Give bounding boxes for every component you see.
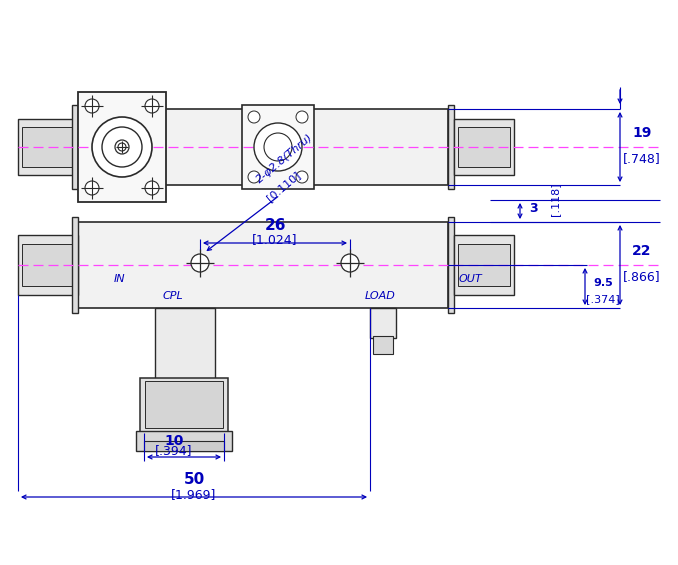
- Text: [0.110]: [0.110]: [265, 170, 302, 203]
- Text: 10: 10: [164, 434, 184, 448]
- Circle shape: [118, 143, 126, 151]
- Bar: [454, 119, 514, 175]
- Bar: [155, 308, 215, 383]
- Circle shape: [85, 181, 99, 195]
- Text: LOAD: LOAD: [365, 291, 395, 301]
- Circle shape: [296, 171, 308, 183]
- Text: OUT: OUT: [458, 274, 482, 284]
- Bar: [448, 217, 454, 313]
- Bar: [454, 235, 514, 295]
- Bar: [72, 105, 78, 189]
- Circle shape: [191, 254, 209, 272]
- Bar: [145, 381, 223, 428]
- Text: IN: IN: [114, 274, 126, 284]
- Text: 19: 19: [633, 126, 652, 140]
- Text: 26: 26: [264, 218, 285, 233]
- Text: 22: 22: [633, 244, 652, 258]
- Circle shape: [92, 117, 152, 177]
- Text: [.866]: [.866]: [623, 271, 661, 284]
- Bar: [140, 378, 228, 433]
- Text: [1.969]: [1.969]: [172, 489, 217, 502]
- Circle shape: [85, 99, 99, 113]
- Bar: [144, 441, 224, 451]
- Circle shape: [248, 171, 260, 183]
- Bar: [242, 105, 314, 189]
- Circle shape: [121, 146, 123, 149]
- Bar: [18, 235, 78, 295]
- Text: CPL: CPL: [163, 291, 183, 301]
- Text: [1.024]: [1.024]: [252, 233, 298, 246]
- Text: [.394]: [.394]: [155, 444, 193, 457]
- Bar: [18, 119, 78, 175]
- Bar: [448, 105, 454, 189]
- Bar: [72, 217, 78, 313]
- Text: [.748]: [.748]: [623, 153, 661, 166]
- Circle shape: [296, 111, 308, 123]
- Circle shape: [115, 140, 129, 154]
- Circle shape: [102, 127, 142, 167]
- Bar: [136, 431, 232, 451]
- Circle shape: [145, 181, 159, 195]
- Bar: [458, 244, 510, 286]
- Text: 50: 50: [183, 472, 205, 486]
- Text: 9.5: 9.5: [593, 278, 613, 288]
- Circle shape: [248, 111, 260, 123]
- Bar: [22, 127, 74, 167]
- Bar: [373, 336, 393, 354]
- Circle shape: [341, 254, 359, 272]
- Bar: [78, 109, 448, 185]
- Bar: [22, 244, 74, 286]
- Circle shape: [264, 133, 292, 161]
- Bar: [370, 308, 396, 338]
- Circle shape: [254, 123, 302, 171]
- Bar: [78, 222, 448, 308]
- Text: 3: 3: [530, 202, 538, 215]
- Circle shape: [145, 99, 159, 113]
- Bar: [458, 127, 510, 167]
- Text: 2-φ2.8(Thru): 2-φ2.8(Thru): [255, 132, 315, 185]
- Text: [.374]: [.374]: [586, 294, 620, 304]
- Bar: [78, 92, 166, 202]
- Text: [.118]: [.118]: [550, 182, 560, 216]
